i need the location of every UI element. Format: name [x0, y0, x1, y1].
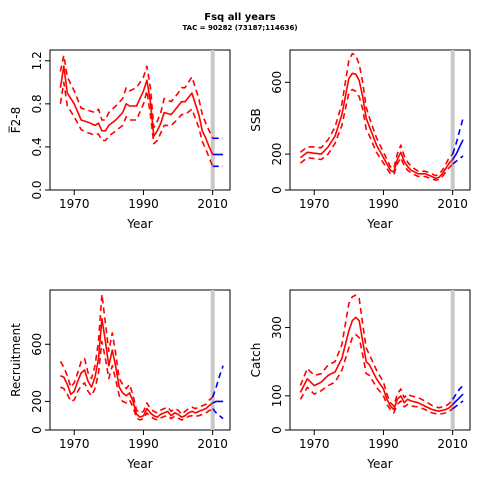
catch-y-tick-label: 0: [270, 426, 284, 434]
catch-y-tick-label: 100: [270, 384, 284, 407]
ssb-y-tick-label: 0: [270, 186, 284, 194]
recruitment-projection-median-line: [212, 400, 224, 404]
ssb-plot-frame: [289, 49, 471, 191]
catch-historical-median-line: [299, 316, 454, 413]
fmort-x-tick-label: 1990: [128, 197, 159, 211]
fmort-y-tick-label: 1.2: [30, 51, 44, 70]
recruitment-x-axis-label: Year: [126, 457, 152, 471]
fmort-y-tick-label: 0.4: [30, 137, 44, 156]
catch-x-axis-label: Year: [366, 457, 392, 471]
recruitment-x-tick-label: 1990: [128, 437, 159, 451]
panel-fishing-mortality: 1970 1990 2010 0.0 0.4 0.8 1.2 Year F̅2-8: [8, 49, 231, 231]
panel-recruitment: 1970 1990 2010 0 200 600 Year Recruitment: [9, 289, 231, 471]
recruitment-y-tick-label: 200: [30, 390, 44, 413]
ssb-x-tick-label: 1990: [368, 197, 399, 211]
recruitment-historical-bound-line: [59, 293, 214, 416]
catch-projection-bound-line: [452, 385, 464, 400]
fmort-x-tick-label: 1970: [59, 197, 90, 211]
fmort-x-tick-label: 2010: [197, 197, 228, 211]
recruitment-y-tick-label: 600: [30, 333, 44, 356]
fmort-y-tick-label: 0.8: [30, 94, 44, 113]
catch-x-tick-label: 1970: [299, 437, 330, 451]
ssb-x-tick-label: 1970: [299, 197, 330, 211]
catch-projection-bound-line: [452, 400, 464, 410]
ssb-historical-median-line: [299, 72, 454, 180]
panel-ssb: 1970 1990 2010 0 200 600 Year SSB: [249, 49, 471, 231]
ssb-projection-bound-line: [452, 155, 464, 165]
ssb-projection-median-line: [452, 139, 464, 160]
fmort-historical-bound-line: [59, 54, 214, 139]
recruitment-projection-bound-line: [211, 365, 224, 398]
catch-historical-bound-line: [299, 333, 454, 416]
recruitment-y-axis-label: Recruitment: [9, 323, 23, 397]
recruitment-plot-frame: [49, 289, 231, 431]
recruitment-historical-median-line: [60, 317, 214, 418]
fmort-y-axis-label: F̅2-8: [8, 107, 23, 134]
catch-historical-bound-line: [299, 294, 454, 409]
catch-plot-frame: [289, 289, 471, 431]
ssb-y-tick-label: 200: [270, 143, 284, 166]
recruitment-x-tick-label: 2010: [197, 437, 228, 451]
figure-title: Fsq all years: [204, 12, 275, 23]
recruitment-y-tick-label: 0: [30, 426, 44, 434]
figure-subtitle: TAC = 90282 (73187;114636): [182, 24, 297, 32]
fmort-historical-median-line: [59, 65, 214, 155]
recruitment-projection-bound-line: [212, 408, 224, 420]
ssb-x-tick-label: 2010: [437, 197, 468, 211]
fmort-plot-frame: [49, 49, 231, 191]
ssb-y-tick-label: 600: [270, 71, 284, 94]
fmort-y-tick-label: 0.0: [30, 180, 44, 199]
ssb-historical-bound-line: [299, 52, 454, 177]
catch-x-tick-label: 2010: [437, 437, 468, 451]
ssb-projection-bound-line: [451, 117, 464, 155]
ssb-historical-bound-line: [299, 88, 454, 181]
fmort-historical-bound-line: [59, 81, 214, 167]
ssb-x-axis-label: Year: [366, 217, 392, 231]
catch-x-tick-label: 1990: [368, 437, 399, 451]
recruitment-x-tick-label: 1970: [59, 437, 90, 451]
catch-projection-median-line: [452, 393, 464, 405]
catch-y-tick-label: 300: [270, 316, 284, 339]
fmort-x-axis-label: Year: [126, 217, 152, 231]
panel-catch: 1970 1990 2010 0 100 300 Year Catch: [249, 289, 471, 471]
ssb-y-axis-label: SSB: [249, 108, 263, 131]
recruitment-historical-bound-line: [60, 340, 214, 421]
catch-y-axis-label: Catch: [249, 343, 263, 378]
